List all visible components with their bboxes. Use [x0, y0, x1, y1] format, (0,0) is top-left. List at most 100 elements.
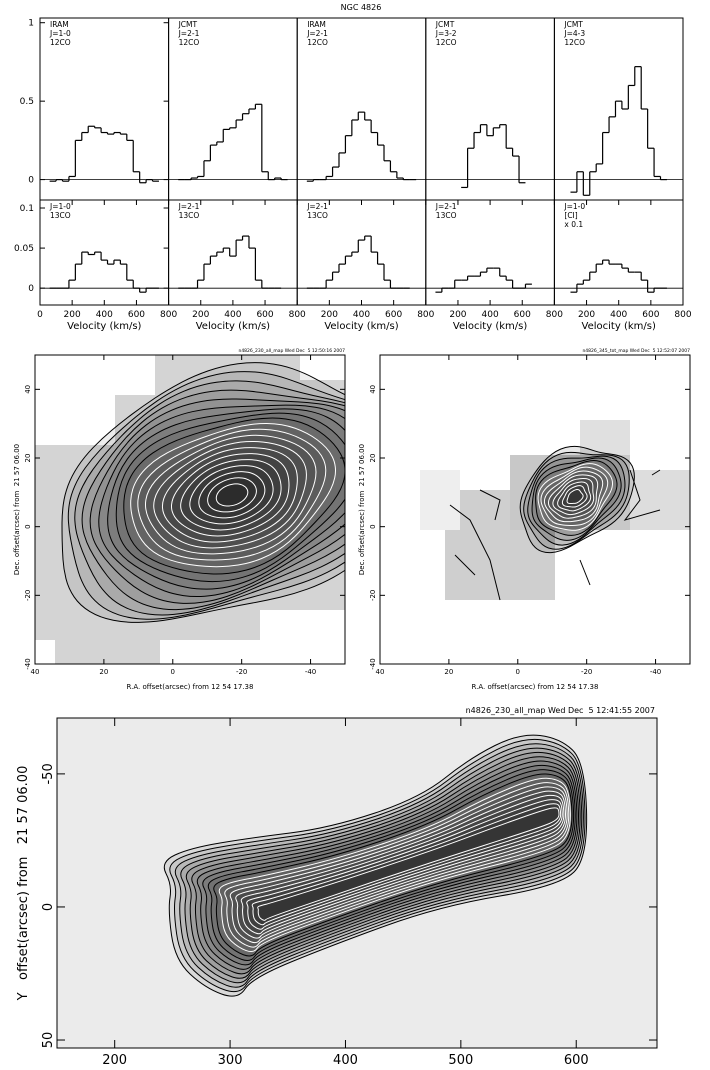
x-tick-label: -40: [650, 668, 661, 676]
contour: [257, 807, 560, 921]
x-tick-label: 600: [128, 310, 145, 320]
panel-label: 13CO: [436, 211, 457, 220]
y-tick-label: -50: [41, 763, 56, 784]
contour: [449, 504, 501, 601]
panel-label: J=2-1: [178, 29, 200, 38]
y-tick-label: 0: [41, 903, 56, 911]
panel-label: J=1-0: [49, 29, 71, 38]
x-tick-label: 200: [64, 310, 81, 320]
contour: [180, 747, 583, 984]
map-note: n4826_345_tot_map Wed Dec 5 12:52:07 200…: [582, 348, 690, 354]
contour: [198, 471, 266, 519]
map-area: [35, 355, 345, 664]
panel-label: 12CO: [564, 38, 585, 47]
y-tick-label: -20: [24, 590, 32, 601]
map-note: n4826_230_all_map Wed Dec 5 12:41:55 200…: [466, 706, 655, 715]
x-tick-label: 400: [224, 310, 241, 320]
contour: [137, 428, 327, 561]
x-tick-label: 20: [99, 668, 108, 676]
x-tick-label: 400: [333, 1053, 358, 1068]
y-tick-label: 40: [24, 385, 32, 394]
panel-label: J=3-2: [435, 29, 457, 38]
contour: [543, 470, 604, 523]
blank-cell: [35, 640, 55, 664]
contour: [246, 799, 563, 930]
x-axis-label: Velocity (km/s): [453, 321, 527, 332]
figure-title: NGC 4826: [341, 3, 382, 12]
x-tick-label: 400: [482, 310, 499, 320]
x-tick-label: 200: [192, 310, 209, 320]
blank-cell: [300, 355, 345, 380]
x-tick-label: 200: [449, 310, 466, 320]
y-tick-label: 0.1: [20, 204, 34, 214]
y-tick-label: 0: [28, 176, 34, 186]
y-tick-label: 0.5: [20, 97, 34, 107]
x-tick-label: 40: [376, 668, 385, 676]
y-tick-label: -40: [369, 658, 377, 669]
x-tick-label: -40: [305, 668, 316, 676]
contour: [235, 790, 566, 939]
contour: [251, 803, 562, 926]
y-tick-label: 1: [28, 19, 34, 29]
contour: [651, 469, 661, 476]
contour: [229, 786, 568, 944]
panel-label: J=2-1: [178, 202, 200, 211]
x-tick-label: 600: [385, 310, 402, 320]
x-tick-label: 600: [256, 310, 273, 320]
contour: [174, 743, 584, 988]
x-axis-label: Velocity (km/s): [67, 321, 141, 332]
blank-cell: [160, 640, 345, 664]
x-tick-label: 400: [610, 310, 627, 320]
coverage: [630, 470, 690, 530]
y-tick-label: 0: [28, 284, 34, 294]
x-tick-label: 0: [37, 310, 43, 320]
panel-label: JCMT: [435, 20, 455, 29]
panel-label: IRAM: [307, 20, 326, 29]
panel-label: 12CO: [50, 38, 71, 47]
x-tick-label: 600: [514, 310, 531, 320]
x-tick-label: 200: [578, 310, 595, 320]
x-tick-label: 40: [31, 668, 40, 676]
y-axis-label: Y offset(arcsec) from 21 57 06.00: [16, 766, 31, 1002]
x-tick-label: 600: [564, 1053, 589, 1068]
panel-label: 12CO: [307, 38, 328, 47]
x-axis-label: R.A. offset(arcsec) from 12 54 17.38: [127, 683, 254, 691]
contour: [153, 440, 307, 549]
coverage: [420, 470, 460, 530]
y-tick-label: 20: [369, 454, 377, 463]
contour: [213, 773, 573, 957]
y-tick-label: 40: [369, 385, 377, 394]
x-tick-label: 800: [417, 310, 434, 320]
contour: [531, 457, 622, 541]
x-tick-label: 800: [674, 310, 691, 320]
y-axis-label: Dec. offset(arcsec) from 21 57 06.00: [13, 444, 21, 575]
contour: [519, 445, 635, 554]
contour: [130, 422, 337, 568]
x-tick-label: 500: [448, 1053, 473, 1068]
x-tick-label: 200: [102, 1053, 127, 1068]
contour: [623, 469, 661, 521]
panel-label: J=4-3: [563, 29, 585, 38]
panel-label: x 0.1: [564, 220, 583, 229]
map-area: [420, 420, 690, 601]
x-axis-label: Velocity (km/s): [582, 321, 656, 332]
map-background: [57, 718, 657, 1048]
blank-cell: [115, 355, 155, 395]
x-tick-label: -20: [236, 668, 247, 676]
contour: [61, 362, 345, 623]
x-tick-label: -20: [581, 668, 592, 676]
panel-frame: [34, 354, 346, 665]
panel-frame: [56, 717, 658, 1049]
panel-label: J=2-1: [306, 29, 328, 38]
panel-label: J=2-1: [306, 202, 328, 211]
panel-label: J=1-0: [49, 202, 71, 211]
contour: [479, 489, 501, 521]
y-tick-label: -40: [24, 658, 32, 669]
x-tick-label: 600: [642, 310, 659, 320]
panel-label: 13CO: [179, 211, 200, 220]
y-tick-label: 0: [369, 524, 377, 528]
y-tick-label: -20: [369, 590, 377, 601]
blank-cell: [260, 610, 345, 640]
contour: [566, 489, 584, 505]
